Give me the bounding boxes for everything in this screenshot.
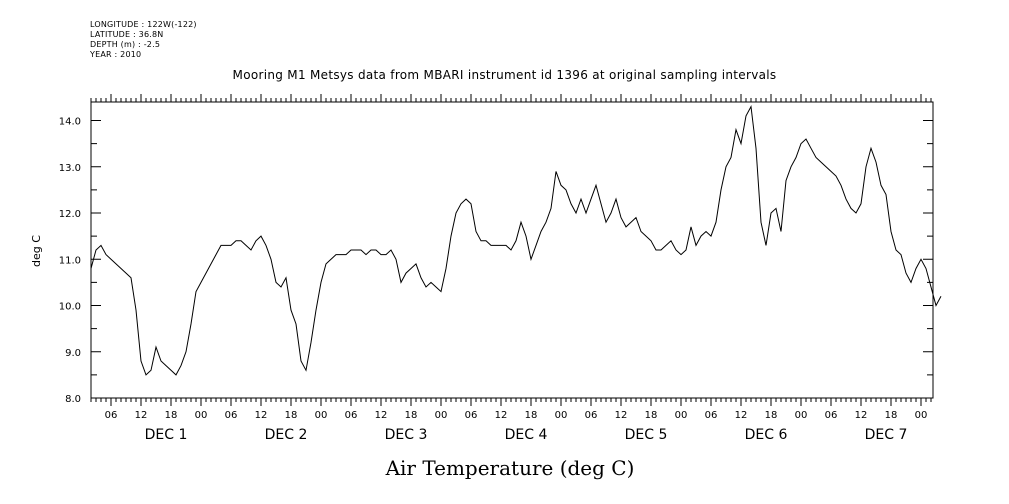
mooring-metadata: LONGITUDE : 122W(-122) LATITUDE : 36.8N … — [90, 20, 197, 60]
x-tick-label: 18 — [765, 410, 778, 421]
x-tick-label: 12 — [495, 410, 508, 421]
year-text: YEAR : 2010 — [90, 50, 142, 59]
y-tick-label: 12.0 — [59, 209, 81, 220]
day-label: DEC 7 — [865, 427, 908, 443]
x-tick-label: 12 — [255, 410, 268, 421]
x-tick-label: 18 — [645, 410, 658, 421]
x-tick-label: 00 — [195, 410, 208, 421]
day-label: DEC 6 — [745, 427, 788, 443]
depth-text: DEPTH (m) : -2.5 — [90, 40, 161, 49]
y-axis-label: deg C — [30, 235, 43, 267]
x-tick-label: 12 — [615, 410, 628, 421]
x-tick-label: 00 — [555, 410, 568, 421]
x-tick-label: 06 — [465, 410, 478, 421]
latitude-text: LATITUDE : 36.8N — [90, 30, 164, 39]
x-tick-label: 18 — [885, 410, 898, 421]
chart-title: Mooring M1 Metsys data from MBARI instru… — [232, 68, 777, 82]
y-tick-label: 11.0 — [59, 255, 81, 266]
y-tick-label: 14.0 — [59, 117, 81, 128]
day-label: DEC 1 — [145, 427, 188, 443]
x-tick-label: 06 — [705, 410, 718, 421]
day-label: DEC 2 — [265, 427, 308, 443]
x-axis-label: Air Temperature (deg C) — [385, 456, 635, 480]
x-tick-label: 00 — [435, 410, 448, 421]
day-label: DEC 4 — [505, 427, 548, 443]
x-tick-label: 06 — [345, 410, 358, 421]
x-tick-label: 12 — [735, 410, 748, 421]
x-tick-label: 12 — [855, 410, 868, 421]
x-tick-label: 18 — [525, 410, 538, 421]
plot-frame — [90, 101, 934, 399]
x-tick-label: 06 — [105, 410, 118, 421]
y-tick-label: 8.0 — [65, 394, 81, 405]
day-label: DEC 3 — [385, 427, 428, 443]
x-tick-label: 12 — [135, 410, 148, 421]
x-tick-label: 06 — [225, 410, 238, 421]
y-tick-label: 10.0 — [59, 302, 81, 313]
y-tick-label: 9.0 — [65, 348, 81, 359]
x-tick-label: 00 — [675, 410, 688, 421]
x-tick-label: 06 — [825, 410, 838, 421]
x-tick-label: 18 — [405, 410, 418, 421]
x-tick-label: 00 — [315, 410, 328, 421]
x-tick-label: 12 — [375, 410, 388, 421]
x-tick-label: 00 — [915, 410, 928, 421]
day-label: DEC 5 — [625, 427, 668, 443]
air-temperature-line — [90, 104, 942, 376]
x-tick-label: 18 — [285, 410, 298, 421]
x-tick-label: 06 — [585, 410, 598, 421]
x-tick-label: 00 — [795, 410, 808, 421]
y-tick-label: 13.0 — [59, 163, 81, 174]
x-tick-label: 18 — [165, 410, 178, 421]
longitude-text: LONGITUDE : 122W(-122) — [90, 20, 197, 29]
